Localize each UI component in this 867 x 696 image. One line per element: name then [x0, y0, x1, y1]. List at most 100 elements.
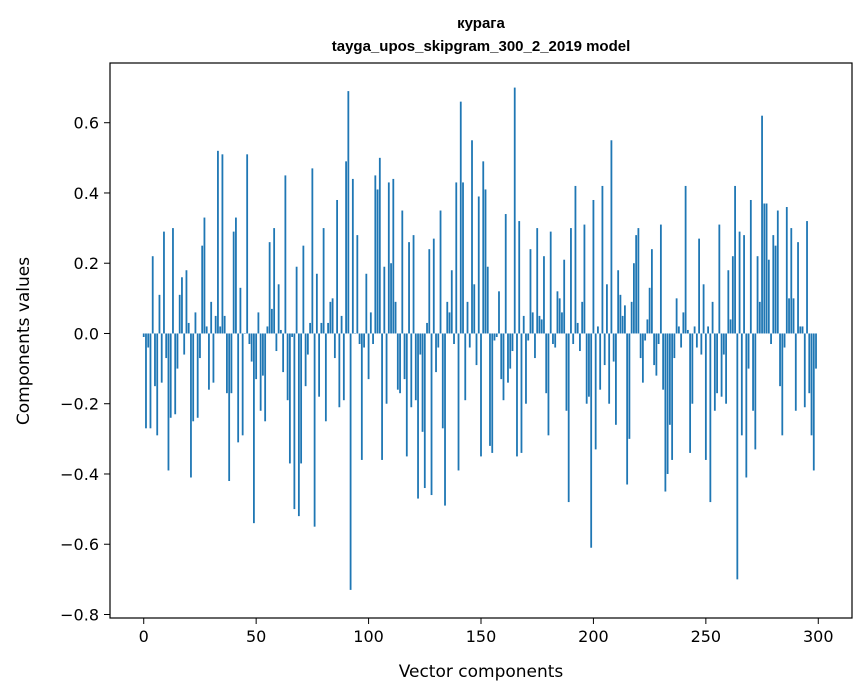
bar: [194, 312, 197, 334]
x-tick-label: 200: [578, 627, 609, 646]
bar: [300, 333, 303, 464]
bar: [693, 326, 696, 334]
bar: [509, 333, 512, 369]
bar: [196, 333, 199, 418]
bar: [356, 235, 359, 334]
bar: [455, 182, 458, 334]
bar: [603, 333, 606, 366]
bar: [803, 333, 806, 408]
bar: [552, 333, 554, 345]
bar: [394, 301, 397, 334]
bar: [342, 333, 345, 401]
bar: [419, 333, 422, 355]
bar: [504, 214, 507, 334]
bar: [801, 326, 804, 334]
bar: [671, 333, 674, 460]
bar: [446, 301, 449, 334]
bar: [279, 329, 282, 334]
bar: [583, 224, 586, 334]
bar: [619, 294, 622, 334]
bar: [592, 199, 595, 334]
bar: [313, 333, 316, 527]
bar: [713, 333, 716, 411]
bar: [248, 333, 251, 345]
bar: [673, 333, 676, 359]
bar: [486, 266, 489, 334]
bar: [270, 308, 273, 334]
bar: [435, 333, 437, 373]
bar: [794, 333, 797, 411]
bar: [545, 333, 548, 394]
bar: [799, 326, 802, 334]
bar: [297, 333, 300, 517]
bar: [498, 291, 500, 334]
bar: [808, 333, 811, 394]
bar: [163, 231, 165, 334]
bar: [149, 333, 152, 429]
bar: [664, 333, 667, 492]
bar: [653, 333, 656, 366]
bar: [727, 270, 730, 334]
bar: [624, 305, 626, 334]
bar: [563, 259, 566, 334]
bar: [457, 333, 460, 471]
bar: [783, 333, 786, 348]
bar: [282, 333, 285, 373]
bar: [165, 333, 168, 359]
bar: [374, 175, 377, 334]
bar: [284, 175, 287, 334]
y-tick-label: −0.8: [60, 605, 99, 624]
bar: [237, 333, 240, 443]
bar: [702, 284, 705, 334]
bar: [579, 333, 581, 352]
bar: [585, 333, 588, 404]
bar: [399, 333, 401, 394]
bar: [392, 178, 395, 334]
bar: [507, 333, 509, 383]
bar: [743, 235, 745, 334]
bar: [414, 333, 417, 401]
bar: [462, 182, 464, 334]
bar: [731, 256, 734, 334]
bar: [459, 101, 462, 334]
x-axis: 0 50 100 150 200 250 300: [139, 618, 834, 646]
bar: [718, 224, 721, 334]
bar: [437, 333, 440, 348]
bar: [273, 228, 276, 334]
bar: [259, 333, 262, 411]
bar: [304, 333, 307, 387]
bar: [369, 312, 372, 334]
y-tick-label: −0.6: [60, 535, 99, 554]
bar: [372, 333, 374, 345]
bar: [774, 245, 777, 334]
bar: [338, 333, 341, 408]
bar: [484, 189, 487, 334]
bar: [365, 273, 368, 334]
bar: [747, 333, 750, 369]
bar: [401, 210, 404, 334]
bar: [390, 263, 392, 334]
bar: [250, 333, 253, 362]
bar: [698, 238, 700, 334]
bar: [145, 333, 147, 429]
x-axis-label: Vector components: [399, 662, 564, 682]
bar: [154, 333, 156, 387]
bar: [543, 256, 545, 334]
bar: [167, 333, 170, 471]
bar: [318, 333, 321, 397]
y-tick-label: −0.2: [60, 395, 99, 414]
bar: [172, 228, 174, 334]
bar: [264, 333, 267, 422]
bar: [142, 333, 145, 337]
bar: [489, 333, 491, 446]
bar: [378, 157, 381, 334]
bar: [655, 333, 658, 376]
bar: [158, 294, 161, 334]
bar: [262, 333, 264, 376]
x-tick-label: 0: [139, 627, 149, 646]
x-tick-label: 150: [466, 627, 497, 646]
bar: [677, 326, 680, 334]
bar: [615, 333, 617, 425]
bar: [522, 315, 525, 334]
bar: [765, 203, 768, 334]
